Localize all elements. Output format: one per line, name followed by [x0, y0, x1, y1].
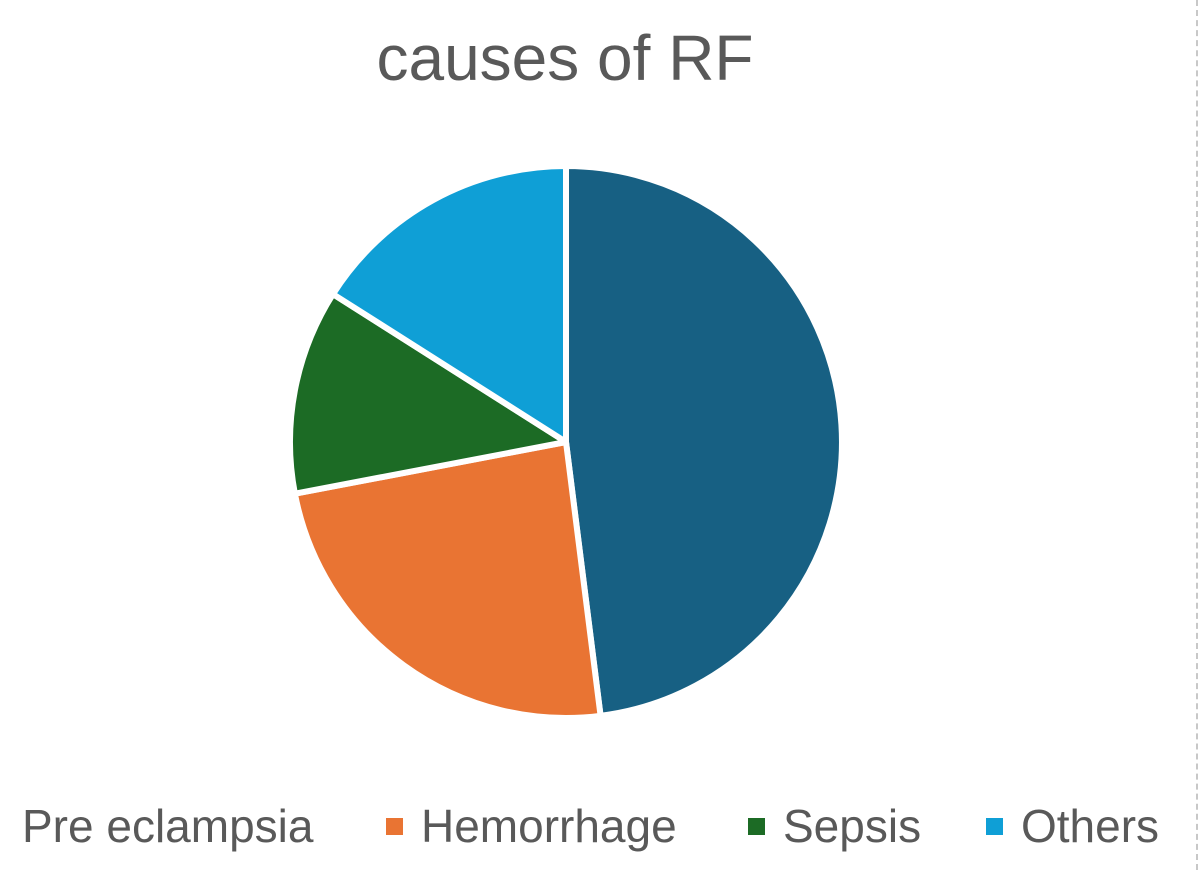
pie-slice-others: [329, 163, 569, 445]
pie-slice-sepsis: [287, 291, 569, 497]
chart-border: [1196, 0, 1198, 870]
legend: Pre eclampsia Hemorrhage Sepsis Others: [0, 796, 1190, 856]
legend-item-others: Others: [986, 796, 1159, 856]
legend-label: Pre eclampsia: [22, 800, 314, 852]
pie-slices: [287, 163, 845, 721]
legend-swatch: [748, 817, 765, 835]
legend-label: Others: [1021, 800, 1160, 852]
legend-swatch: [986, 817, 1003, 835]
legend-item-sepsis: Sepsis: [748, 796, 921, 856]
legend-swatch: [386, 817, 403, 835]
chart-title: causes of RF: [376, 22, 754, 94]
pie-slice-pre-eclampsia: [563, 163, 845, 719]
legend-label: Hemorrhage: [421, 800, 677, 852]
pie-slice-hemorrhage: [291, 439, 604, 721]
legend-item-pre-eclampsia: Pre eclampsia: [22, 796, 313, 856]
legend-label: Sepsis: [783, 800, 922, 852]
legend-item-hemorrhage: Hemorrhage: [386, 796, 677, 856]
